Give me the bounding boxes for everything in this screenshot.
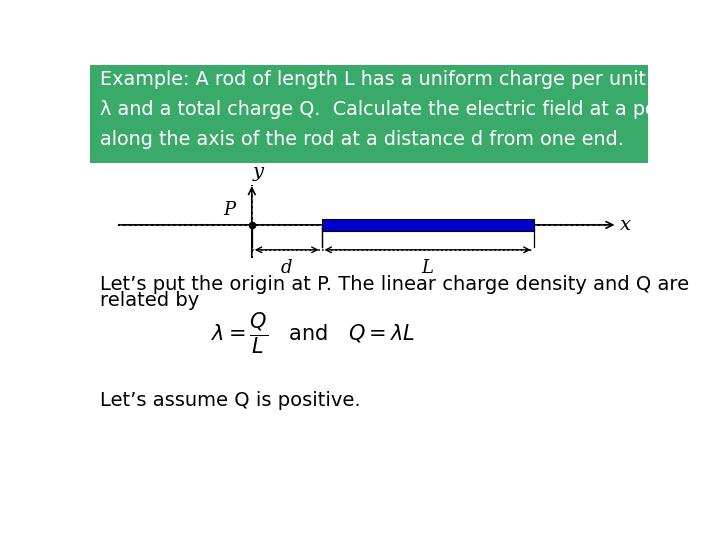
Text: along the axis of the rod at a distance d from one end.: along the axis of the rod at a distance … [100, 130, 624, 149]
Text: Example: A rod of length L has a uniform charge per unit length: Example: A rod of length L has a uniform… [100, 70, 713, 89]
Bar [90, 65, 648, 163]
Text: related by: related by [100, 292, 199, 310]
Text: x: x [620, 216, 631, 234]
Bar [322, 219, 534, 231]
Text: Let’s put the origin at P. The linear charge density and Q are: Let’s put the origin at P. The linear ch… [100, 275, 689, 294]
Text: Let’s assume Q is positive.: Let’s assume Q is positive. [100, 391, 361, 410]
Text: d: d [281, 259, 292, 277]
Text: y: y [253, 163, 264, 181]
Text: $\lambda = \dfrac{Q}{L}$   and   $Q = \lambda L$: $\lambda = \dfrac{Q}{L}$ and $Q = \lambd… [211, 310, 415, 356]
Text: P: P [223, 201, 235, 219]
Text: λ and a total charge Q.  Calculate the electric field at a point P: λ and a total charge Q. Calculate the el… [100, 100, 699, 119]
Text: L: L [422, 259, 433, 277]
